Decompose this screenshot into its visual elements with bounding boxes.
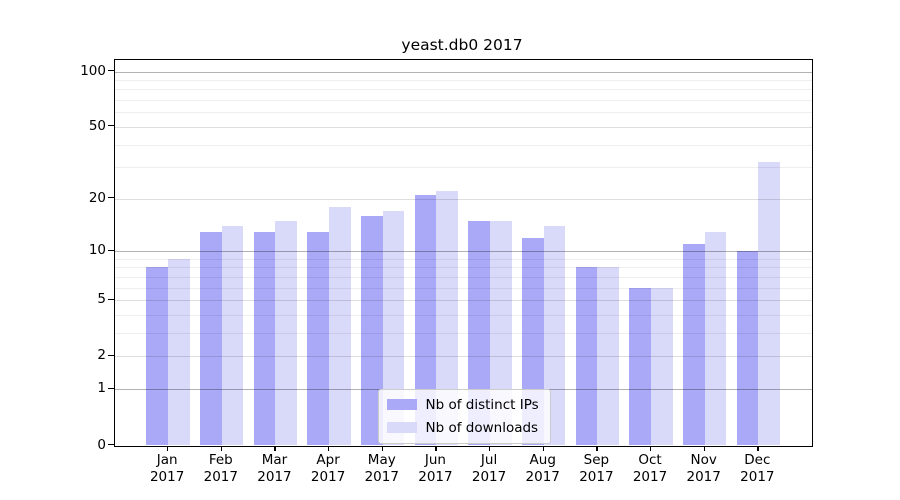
y-tick-mark (107, 249, 114, 251)
gridline-50 (114, 126, 812, 128)
x-tick-mark-may (381, 445, 383, 451)
bar-feb-distinct-ips (200, 231, 222, 446)
y-tick-mark (107, 298, 114, 300)
bar-apr-distinct-ips (307, 231, 330, 446)
bar-jun-distinct-ips (414, 195, 437, 446)
y-tick-mark (107, 125, 114, 127)
x-tick-mark-jan (167, 445, 169, 451)
x-tick-label-jun: Jun 2017 (418, 452, 453, 485)
bar-nov-distinct-ips (682, 244, 705, 446)
legend-swatch-distinct-ips (386, 399, 417, 410)
bar-dec-distinct-ips (736, 251, 759, 446)
legend-item-downloads: Nb of downloads (386, 419, 539, 436)
bar-may-distinct-ips (361, 215, 383, 446)
y-tick-mark (107, 354, 114, 357)
bar-dec-downloads (758, 162, 781, 446)
gridline-90 (114, 79, 812, 81)
x-tick-mark-dec (757, 445, 759, 451)
bar-sep-distinct-ips (575, 267, 598, 446)
x-tick-label-nov: Nov 2017 (686, 452, 721, 485)
legend-label-distinct-ips: Nb of distinct IPs (425, 396, 539, 413)
x-tick-label-jan: Jan 2017 (149, 452, 185, 485)
x-tick-mark-jun (435, 445, 437, 451)
x-tick-label-apr: Apr 2017 (310, 452, 346, 485)
gridline-80 (114, 89, 812, 91)
y-tick-label-0: 0 (97, 436, 106, 453)
bar-jan-downloads (168, 258, 190, 446)
y-tick-mark (107, 197, 114, 199)
gridline-20 (114, 198, 812, 200)
x-tick-label-dec: Dec 2017 (740, 452, 775, 485)
bar-may-downloads (382, 211, 405, 446)
y-tick-label-5: 5 (97, 291, 106, 308)
x-tick-mark-feb (220, 445, 222, 451)
bar-mar-distinct-ips (253, 231, 276, 446)
gridline-70 (114, 100, 812, 102)
bar-mar-downloads (275, 220, 298, 446)
x-tick-label-aug: Aug 2017 (525, 452, 560, 485)
y-tick-label-1: 1 (97, 380, 106, 397)
chart-title: yeast.db0 2017 (401, 36, 523, 54)
y-tick-mark (107, 69, 114, 72)
x-tick-mark-nov (703, 445, 705, 451)
y-tick-label-50: 50 (88, 117, 106, 134)
x-tick-mark-apr (328, 445, 330, 451)
bar-feb-downloads (221, 226, 244, 446)
x-tick-mark-sep (596, 445, 598, 451)
gridline-40 (114, 144, 812, 146)
bar-jan-distinct-ips (146, 267, 169, 446)
bar-apr-downloads (329, 206, 351, 446)
bar-sep-downloads (597, 267, 620, 446)
x-tick-label-jul: Jul 2017 (471, 452, 507, 485)
x-tick-label-feb: Feb 2017 (203, 452, 238, 485)
x-tick-label-oct: Oct 2017 (632, 452, 668, 485)
y-tick-label-20: 20 (88, 189, 106, 206)
y-tick-label-2: 2 (97, 347, 106, 364)
x-tick-label-sep: Sep 2017 (579, 452, 614, 485)
legend: Nb of distinct IPs Nb of downloads (377, 388, 551, 444)
x-tick-mark-oct (650, 445, 652, 451)
gridline-30 (114, 167, 812, 169)
legend-swatch-downloads (386, 422, 417, 433)
y-tick-label-10: 10 (88, 242, 106, 259)
gridline-100 (114, 71, 812, 73)
bar-nov-downloads (704, 231, 727, 446)
bar-oct-distinct-ips (629, 287, 652, 446)
gridline-60 (114, 112, 812, 114)
y-tick-label-100: 100 (80, 62, 106, 79)
y-tick-mark (107, 387, 114, 389)
x-tick-mark-aug (542, 445, 544, 451)
legend-item-distinct-ips: Nb of distinct IPs (386, 396, 539, 413)
legend-label-downloads: Nb of downloads (425, 419, 539, 436)
y-tick-mark (107, 443, 114, 446)
bar-oct-downloads (651, 287, 673, 446)
x-tick-mark-jul (489, 445, 491, 451)
bar-jun-downloads (436, 191, 459, 446)
plot-area: Nb of distinct IPs Nb of downloads (113, 58, 813, 447)
x-tick-label-may: May 2017 (364, 452, 399, 485)
x-tick-label-mar: Mar 2017 (257, 452, 292, 485)
x-tick-mark-mar (274, 445, 276, 451)
